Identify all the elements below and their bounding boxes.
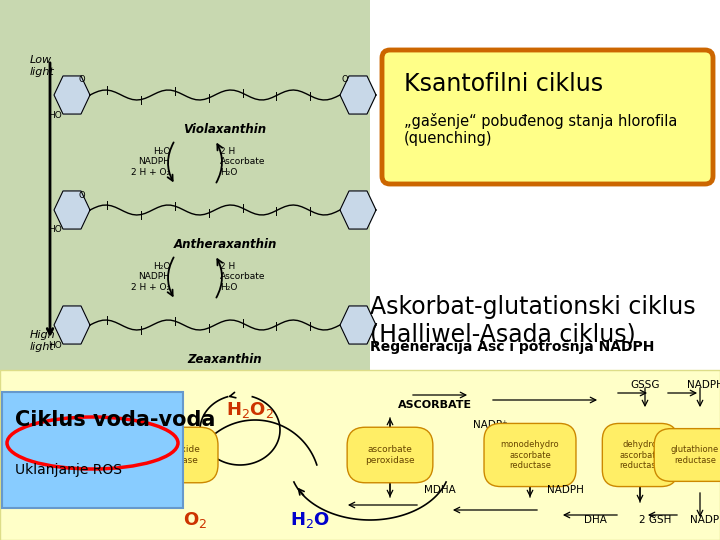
Text: High
light: High light — [30, 330, 55, 352]
Polygon shape — [54, 76, 90, 114]
Text: GSSG: GSSG — [630, 380, 660, 390]
Text: Antheraxanthin: Antheraxanthin — [174, 238, 276, 251]
Text: H$_2$O$_2$: H$_2$O$_2$ — [226, 400, 274, 420]
Text: Uklanjanje ROS: Uklanjanje ROS — [15, 463, 122, 477]
Text: Low
light: Low light — [30, 55, 55, 77]
Text: Askorbat-glutationski ciklus
(Halliwel-Asada ciklus): Askorbat-glutationski ciklus (Halliwel-A… — [370, 295, 696, 347]
Text: Ciklus voda-voda: Ciklus voda-voda — [15, 410, 215, 430]
Text: NADPH: NADPH — [546, 485, 583, 495]
Text: Violaxanthin: Violaxanthin — [184, 123, 266, 136]
Text: Ksantofilni ciklus: Ksantofilni ciklus — [404, 72, 603, 96]
Text: „gašenje“ pobuđenog stanja hlorofila
(quenching): „gašenje“ pobuđenog stanja hlorofila (qu… — [404, 113, 678, 146]
Text: 2 GSH: 2 GSH — [639, 515, 671, 525]
Text: DHA: DHA — [584, 515, 606, 525]
Text: superoxide
dismutase: superoxide dismutase — [150, 446, 200, 465]
Text: HO: HO — [48, 341, 62, 349]
Text: MDHA: MDHA — [424, 485, 456, 495]
Text: H₂O
NADPH
2 H + O₂: H₂O NADPH 2 H + O₂ — [131, 262, 170, 292]
Text: H₂O
NADPH
2 H + O₂: H₂O NADPH 2 H + O₂ — [131, 147, 170, 177]
Text: HO: HO — [48, 226, 62, 234]
Text: monodehydro
ascorbate
reductase: monodehydro ascorbate reductase — [500, 440, 559, 470]
FancyBboxPatch shape — [0, 0, 370, 370]
Text: O$_2$: O$_2$ — [183, 510, 207, 530]
Polygon shape — [340, 191, 376, 229]
Text: NADP: NADP — [690, 515, 719, 525]
Text: 2 H
Ascorbate
H₂O: 2 H Ascorbate H₂O — [220, 262, 266, 292]
Text: O: O — [78, 191, 85, 199]
Polygon shape — [340, 76, 376, 114]
FancyBboxPatch shape — [2, 392, 183, 508]
FancyBboxPatch shape — [370, 0, 720, 370]
Text: dehydro
ascorbate
reductase: dehydro ascorbate reductase — [619, 440, 661, 470]
Text: HO: HO — [48, 111, 62, 119]
Text: NADP⁺: NADP⁺ — [473, 420, 508, 430]
FancyBboxPatch shape — [382, 50, 713, 184]
Text: glutathione
reductase: glutathione reductase — [671, 446, 719, 465]
Text: NADPH: NADPH — [687, 380, 720, 390]
FancyBboxPatch shape — [0, 370, 720, 540]
Polygon shape — [340, 306, 376, 344]
Text: 2 H
Ascorbate
H₂O: 2 H Ascorbate H₂O — [220, 147, 266, 177]
Text: ascorbate
peroxidase: ascorbate peroxidase — [365, 446, 415, 465]
Text: Regeneracija Asc i potrošnja NADPH: Regeneracija Asc i potrošnja NADPH — [370, 340, 654, 354]
Text: O: O — [342, 76, 348, 84]
Text: ASCORBATE: ASCORBATE — [398, 400, 472, 410]
Polygon shape — [54, 306, 90, 344]
Text: H$_2$O: H$_2$O — [290, 510, 330, 530]
Polygon shape — [54, 191, 90, 229]
Text: O: O — [78, 76, 85, 84]
Text: Zeaxanthin: Zeaxanthin — [188, 353, 262, 366]
